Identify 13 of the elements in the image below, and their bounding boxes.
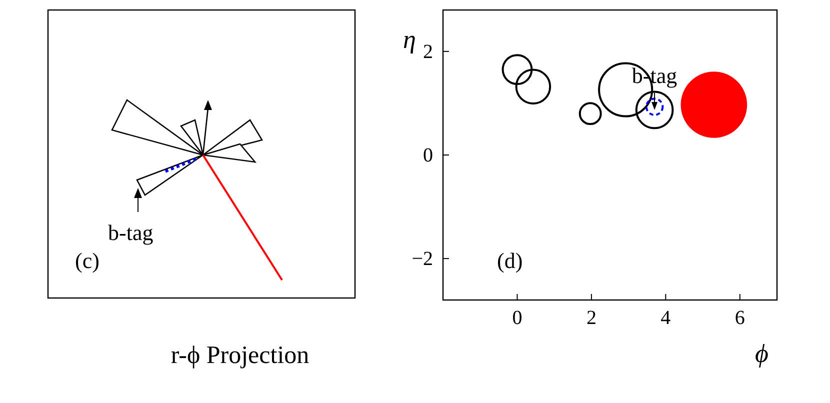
annotation: (d)	[497, 248, 523, 273]
x-axis-title: ϕ	[755, 339, 768, 368]
text: (c)	[75, 248, 100, 273]
x-tick-label: 4	[660, 307, 671, 330]
y-tick-label: 0	[423, 144, 433, 166]
text: r-ϕ Projection	[170, 342, 310, 369]
y-tick-label: −2	[412, 248, 433, 270]
x-tick-label: 0	[512, 307, 522, 330]
text: b-tag	[108, 220, 154, 245]
x-tick-label: 2	[586, 307, 596, 330]
y-axis-title: η	[403, 25, 416, 54]
x-tick-label: 6	[734, 307, 745, 330]
y-tick-label: 2	[423, 40, 433, 63]
